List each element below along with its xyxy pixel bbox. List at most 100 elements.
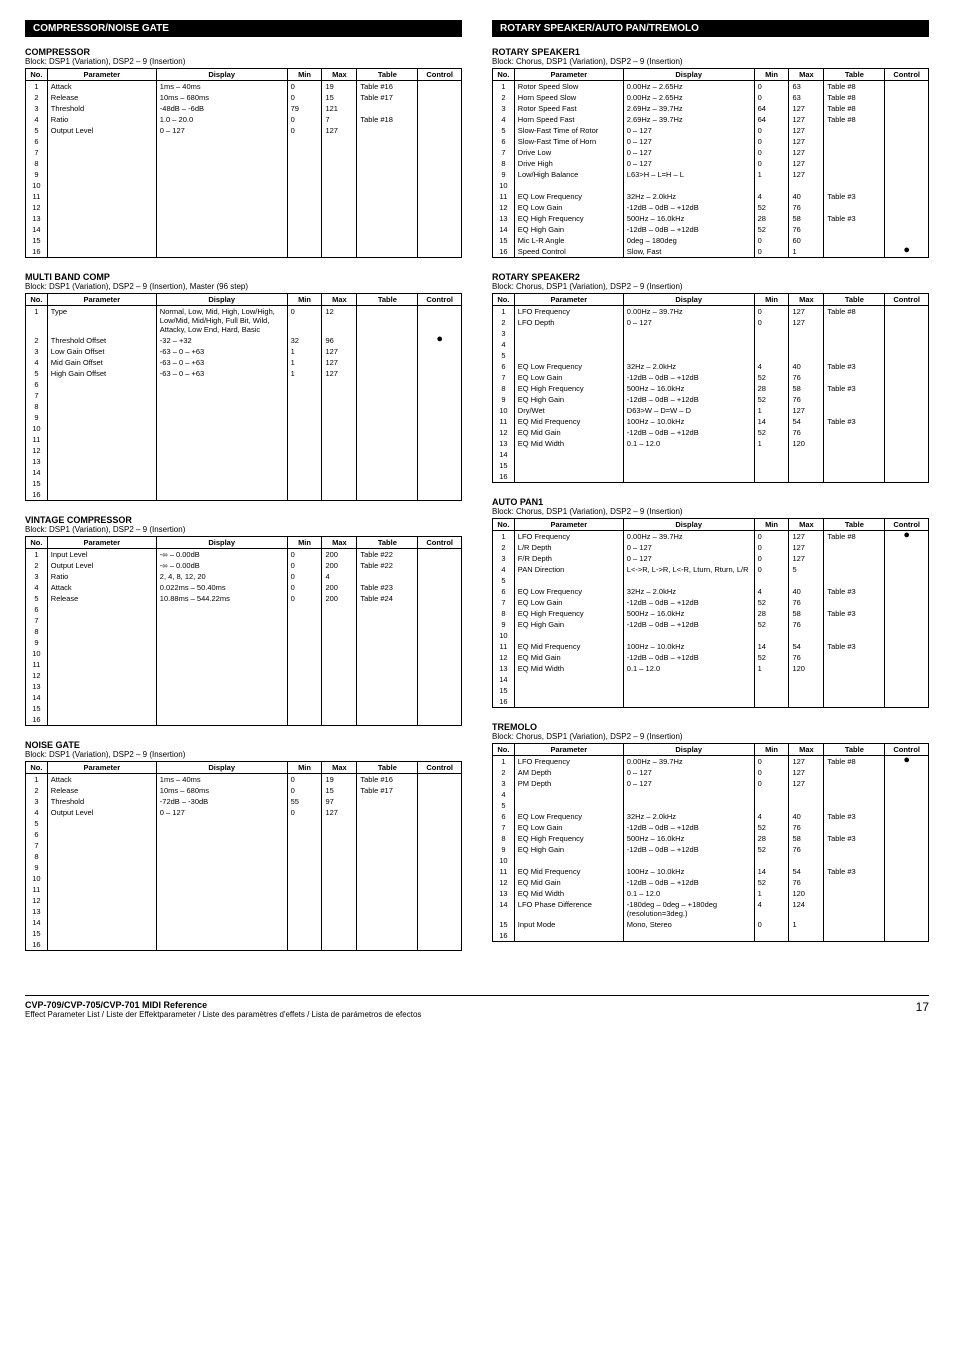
cell-parameter: Ratio <box>47 571 156 582</box>
col-min: Min <box>754 519 789 531</box>
cell-max: 127 <box>789 306 824 318</box>
cell-control <box>418 571 462 582</box>
table-row: 9EQ High Gain-12dB – 0dB – +12dB5276 <box>493 844 929 855</box>
cell-max: 63 <box>789 81 824 93</box>
cell-min: 0 <box>287 114 322 125</box>
cell-max: 19 <box>322 81 357 93</box>
col-parameter: Parameter <box>514 294 623 306</box>
cell-parameter: EQ Mid Width <box>514 888 623 899</box>
cell-control <box>885 339 929 350</box>
cell-min <box>287 180 322 191</box>
cell-no: 8 <box>493 608 515 619</box>
cell-control <box>418 917 462 928</box>
cell-min <box>287 626 322 637</box>
cell-display: 32Hz – 2.0kHz <box>623 361 754 372</box>
cell-parameter <box>47 884 156 895</box>
cell-parameter: Input Mode <box>514 919 623 930</box>
table-row: 5Slow-Fast Time of Rotor0 – 1270127 <box>493 125 929 136</box>
cell-table <box>357 796 418 807</box>
cell-max: 127 <box>789 531 824 543</box>
cell-parameter: EQ Low Gain <box>514 597 623 608</box>
cell-parameter: EQ Mid Gain <box>514 427 623 438</box>
cell-display <box>623 575 754 586</box>
cell-max <box>322 895 357 906</box>
cell-parameter: PAN Direction <box>514 564 623 575</box>
cell-display: -180deg – 0deg – +180deg (resolution=3de… <box>623 899 754 919</box>
cell-parameter <box>47 445 156 456</box>
cell-no: 13 <box>493 663 515 674</box>
left-column: COMPRESSOR/NOISE GATE COMPRESSORBlock: D… <box>25 20 462 965</box>
cell-min: 14 <box>754 866 789 877</box>
cell-control <box>418 659 462 670</box>
cell-min: 52 <box>754 619 789 630</box>
cell-min: 64 <box>754 103 789 114</box>
cell-no: 5 <box>493 125 515 136</box>
cell-control <box>418 306 462 336</box>
cell-max: 120 <box>789 888 824 899</box>
table-row: 12 <box>26 895 462 906</box>
block-subtitle: Block: DSP1 (Variation), DSP2 – 9 (Inser… <box>25 282 462 291</box>
cell-parameter <box>514 339 623 350</box>
cell-no: 14 <box>493 899 515 919</box>
cell-table <box>357 103 418 114</box>
cell-display: -63 – 0 – +63 <box>156 357 287 368</box>
cell-display: 32Hz – 2.0kHz <box>623 586 754 597</box>
cell-table <box>824 575 885 586</box>
cell-table <box>357 807 418 818</box>
table-block: MULTI BAND COMPBlock: DSP1 (Variation), … <box>25 272 462 501</box>
col-control: Control <box>418 762 462 774</box>
cell-table <box>357 368 418 379</box>
cell-max: 76 <box>789 597 824 608</box>
cell-min: 55 <box>287 796 322 807</box>
cell-control <box>418 637 462 648</box>
cell-no: 1 <box>26 549 48 561</box>
cell-no: 14 <box>493 224 515 235</box>
cell-control <box>418 906 462 917</box>
cell-control <box>418 136 462 147</box>
cell-min <box>754 350 789 361</box>
cell-parameter: Low Gain Offset <box>47 346 156 357</box>
cell-table <box>824 597 885 608</box>
table-row: 3Rotor Speed Fast2.69Hz – 39.7Hz64127Tab… <box>493 103 929 114</box>
cell-display <box>623 350 754 361</box>
cell-table <box>357 659 418 670</box>
cell-control <box>418 884 462 895</box>
cell-no: 3 <box>493 328 515 339</box>
cell-display <box>156 615 287 626</box>
cell-parameter <box>47 873 156 884</box>
cell-no: 2 <box>26 92 48 103</box>
cell-min <box>287 862 322 873</box>
cell-no: 11 <box>26 191 48 202</box>
cell-no: 9 <box>493 844 515 855</box>
cell-table: Table #3 <box>824 361 885 372</box>
table-row: 13EQ Mid Width0.1 – 12.01120 <box>493 438 929 449</box>
table-row: 6EQ Low Frequency32Hz – 2.0kHz440Table #… <box>493 361 929 372</box>
cell-min: 0 <box>287 774 322 786</box>
cell-max: 4 <box>322 571 357 582</box>
cell-max: 60 <box>789 235 824 246</box>
cell-display <box>156 445 287 456</box>
cell-min: 0 <box>287 582 322 593</box>
cell-table: Table #3 <box>824 383 885 394</box>
cell-no: 1 <box>493 531 515 543</box>
table-row: 11 <box>26 191 462 202</box>
cell-display: 0 – 127 <box>623 158 754 169</box>
cell-max: 127 <box>322 357 357 368</box>
cell-no: 12 <box>493 877 515 888</box>
cell-table <box>824 542 885 553</box>
cell-control <box>885 630 929 641</box>
block-title: TREMOLO <box>492 722 929 732</box>
cell-parameter: Output Level <box>47 807 156 818</box>
cell-table <box>824 564 885 575</box>
cell-max <box>322 851 357 862</box>
cell-min <box>754 471 789 483</box>
cell-display: -48dB – -6dB <box>156 103 287 114</box>
cell-parameter: Rotor Speed Fast <box>514 103 623 114</box>
table-row: 15Input ModeMono, Stereo01 <box>493 919 929 930</box>
cell-min <box>287 840 322 851</box>
cell-no: 8 <box>26 158 48 169</box>
cell-no: 3 <box>493 103 515 114</box>
cell-parameter: EQ Mid Width <box>514 663 623 674</box>
cell-no: 15 <box>26 928 48 939</box>
table-row: 2L/R Depth0 – 1270127 <box>493 542 929 553</box>
